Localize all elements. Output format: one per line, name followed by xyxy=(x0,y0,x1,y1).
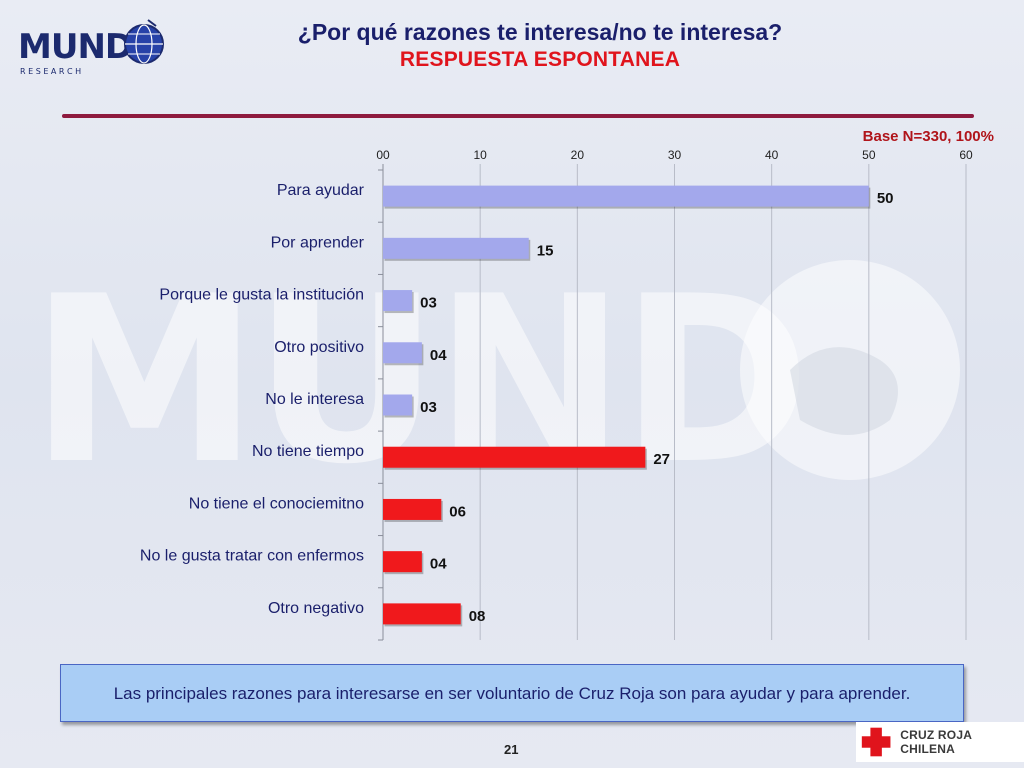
category-label: Para ayudar xyxy=(277,182,365,199)
category-label: Porque le gusta la institución xyxy=(159,287,364,304)
category-label: Otro positivo xyxy=(274,339,364,356)
data-label: 04 xyxy=(430,347,447,364)
title-divider xyxy=(62,114,974,118)
data-label: 15 xyxy=(537,242,554,259)
data-label: 03 xyxy=(420,295,437,312)
x-tick-label: 20 xyxy=(571,148,585,162)
data-label: 06 xyxy=(449,503,466,520)
x-tick-label: 30 xyxy=(668,148,682,162)
summary-text: Las principales razones para interesarse… xyxy=(113,683,911,703)
bar xyxy=(383,290,413,312)
category-label: No tiene el conociemitno xyxy=(189,495,364,512)
category-label: Por aprender xyxy=(271,234,365,251)
page-subtitle: RESPUESTA ESPONTANEA xyxy=(399,48,681,71)
bar xyxy=(383,446,646,468)
title-block: ¿Por qué razones te interesa/no te inter… xyxy=(180,18,900,74)
mundo-logo: MUND R E S E A R C H xyxy=(18,19,164,76)
bar xyxy=(383,603,461,625)
x-tick-label: 40 xyxy=(765,148,779,162)
cruz-roja-logo: CRUZ ROJA CHILENA xyxy=(856,722,1024,762)
data-label: 50 xyxy=(877,190,894,207)
bar xyxy=(383,394,413,416)
data-label: 04 xyxy=(430,556,447,573)
bar xyxy=(383,551,422,573)
bar xyxy=(383,342,422,364)
base-note: Base N=330, 100% xyxy=(862,128,994,145)
x-tick-label: 00 xyxy=(376,148,390,162)
category-label: No le gusta tratar con enfermos xyxy=(140,548,364,565)
x-tick-label: 60 xyxy=(959,148,973,162)
bar-chart: 00 10 20 30 40 50 60 Para ayudar 50 Por aprender 1… xyxy=(140,148,973,641)
data-label: 27 xyxy=(653,451,670,468)
x-tick-label: 10 xyxy=(473,148,487,162)
summary-box: Las principales razones para interesarse… xyxy=(60,664,964,722)
bar xyxy=(383,498,442,520)
svg-text:R E S E A R C H: R E S E A R C H xyxy=(20,67,81,76)
category-label: No tiene tiempo xyxy=(252,443,364,460)
data-label: 08 xyxy=(469,608,486,625)
bar xyxy=(383,185,869,207)
x-tick-label: 50 xyxy=(862,148,876,162)
page-number: 21 xyxy=(504,742,519,757)
cruz-roja-text: CRUZ ROJA CHILENA xyxy=(900,728,972,756)
bar xyxy=(383,237,529,259)
page-title: ¿Por qué razones te interesa/no te inter… xyxy=(297,19,783,45)
data-label: 03 xyxy=(420,399,437,416)
svg-text:MUND: MUND xyxy=(18,27,132,67)
category-label: No le interesa xyxy=(265,391,364,408)
red-cross-icon xyxy=(861,727,891,757)
category-label: Otro negativo xyxy=(268,600,364,617)
